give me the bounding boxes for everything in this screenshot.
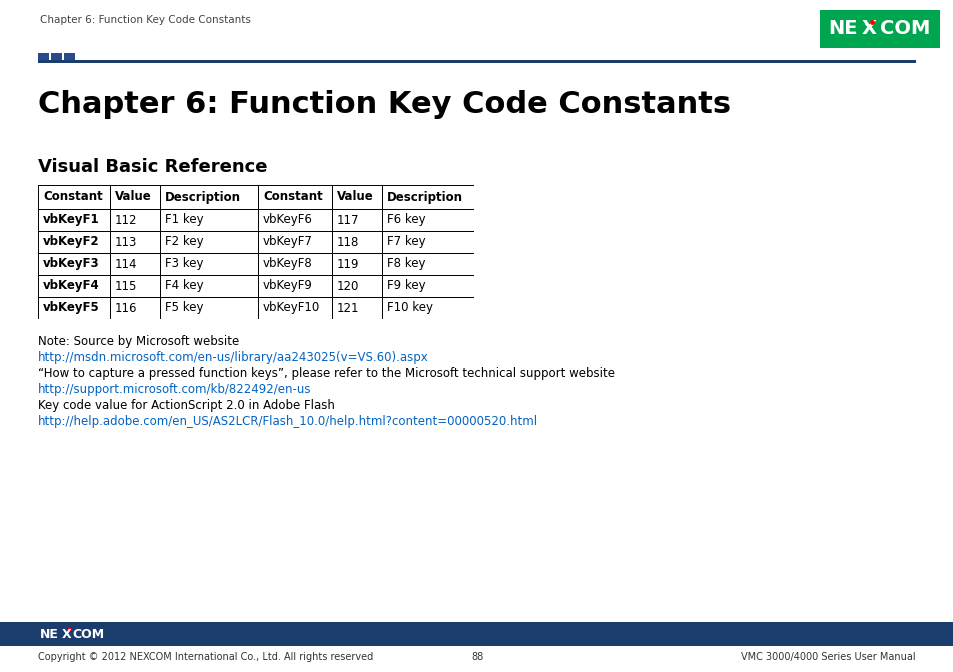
Text: COM: COM — [879, 19, 929, 38]
Text: 116: 116 — [115, 302, 137, 314]
Text: F4 key: F4 key — [165, 280, 203, 292]
Text: Key code value for ActionScript 2.0 in Adobe Flash: Key code value for ActionScript 2.0 in A… — [38, 399, 335, 412]
Text: Copyright © 2012 NEXCOM International Co., Ltd. All rights reserved: Copyright © 2012 NEXCOM International Co… — [38, 652, 373, 662]
Bar — [38, 231, 110, 253]
Text: http://support.microsoft.com/kb/822492/en-us: http://support.microsoft.com/kb/822492/e… — [38, 383, 312, 396]
Text: ✕: ✕ — [862, 22, 874, 36]
Bar — [332, 297, 381, 319]
Text: vbKeyF7: vbKeyF7 — [263, 235, 313, 249]
Bar — [381, 231, 474, 253]
Bar — [257, 297, 332, 319]
Text: Value: Value — [115, 190, 152, 204]
Text: 120: 120 — [336, 280, 359, 292]
Text: “How to capture a pressed function keys”, please refer to the Microsoft technica: “How to capture a pressed function keys”… — [38, 367, 615, 380]
Text: X: X — [862, 19, 876, 38]
Text: Visual Basic Reference: Visual Basic Reference — [38, 158, 267, 176]
Text: vbKeyF5: vbKeyF5 — [43, 302, 100, 314]
Text: F9 key: F9 key — [387, 280, 425, 292]
Bar — [381, 253, 474, 275]
Text: 119: 119 — [336, 257, 359, 271]
Bar — [381, 275, 474, 297]
Bar — [110, 209, 160, 231]
Text: Description: Description — [387, 190, 462, 204]
Text: vbKeyF3: vbKeyF3 — [43, 257, 99, 271]
Bar — [160, 231, 257, 253]
Text: 121: 121 — [336, 302, 359, 314]
Text: F8 key: F8 key — [387, 257, 425, 271]
Bar — [160, 209, 257, 231]
Text: Description: Description — [165, 190, 241, 204]
Bar — [160, 253, 257, 275]
Text: vbKeyF4: vbKeyF4 — [43, 280, 100, 292]
Text: vbKeyF1: vbKeyF1 — [43, 214, 99, 226]
Bar — [38, 185, 110, 209]
Text: VMC 3000/4000 Series User Manual: VMC 3000/4000 Series User Manual — [740, 652, 915, 662]
Text: vbKeyF2: vbKeyF2 — [43, 235, 99, 249]
Text: Constant: Constant — [43, 190, 103, 204]
Bar — [110, 231, 160, 253]
Text: X: X — [62, 628, 71, 640]
Text: F5 key: F5 key — [165, 302, 203, 314]
Text: Constant: Constant — [263, 190, 322, 204]
Bar — [257, 185, 332, 209]
Bar — [332, 231, 381, 253]
Text: COM: COM — [71, 628, 104, 640]
Text: F2 key: F2 key — [165, 235, 203, 249]
Text: vbKeyF6: vbKeyF6 — [263, 214, 313, 226]
Text: vbKeyF8: vbKeyF8 — [263, 257, 313, 271]
Bar — [38, 209, 110, 231]
Bar — [110, 297, 160, 319]
Bar — [38, 275, 110, 297]
Bar — [332, 275, 381, 297]
Bar — [332, 253, 381, 275]
Bar — [381, 209, 474, 231]
Text: F6 key: F6 key — [387, 214, 425, 226]
Text: 114: 114 — [115, 257, 137, 271]
Bar — [160, 297, 257, 319]
Bar — [110, 253, 160, 275]
Bar — [38, 297, 110, 319]
Text: http://msdn.microsoft.com/en-us/library/aa243025(v=VS.60).aspx: http://msdn.microsoft.com/en-us/library/… — [38, 351, 428, 364]
Bar — [38, 253, 110, 275]
Text: http://help.adobe.com/en_US/AS2LCR/Flash_10.0/help.html?content=00000520.html: http://help.adobe.com/en_US/AS2LCR/Flash… — [38, 415, 537, 428]
Bar — [381, 185, 474, 209]
Bar — [110, 275, 160, 297]
Text: Chapter 6: Function Key Code Constants: Chapter 6: Function Key Code Constants — [38, 90, 730, 119]
Text: Note: Source by Microsoft website: Note: Source by Microsoft website — [38, 335, 239, 348]
Text: vbKeyF9: vbKeyF9 — [263, 280, 313, 292]
Text: Value: Value — [336, 190, 374, 204]
Text: 115: 115 — [115, 280, 137, 292]
Bar — [160, 275, 257, 297]
Text: 118: 118 — [336, 235, 359, 249]
Bar — [160, 185, 257, 209]
Text: 113: 113 — [115, 235, 137, 249]
Text: F10 key: F10 key — [387, 302, 433, 314]
Text: F1 key: F1 key — [165, 214, 203, 226]
Bar — [257, 209, 332, 231]
Text: 88: 88 — [471, 652, 482, 662]
Bar — [332, 209, 381, 231]
Bar — [257, 231, 332, 253]
Bar — [257, 275, 332, 297]
Bar — [257, 253, 332, 275]
Text: Chapter 6: Function Key Code Constants: Chapter 6: Function Key Code Constants — [40, 15, 251, 25]
Bar — [332, 185, 381, 209]
Text: 112: 112 — [115, 214, 137, 226]
Text: NE: NE — [827, 19, 857, 38]
Text: F7 key: F7 key — [387, 235, 425, 249]
Text: NE: NE — [40, 628, 59, 640]
Text: vbKeyF10: vbKeyF10 — [263, 302, 320, 314]
Text: 117: 117 — [336, 214, 359, 226]
Text: F3 key: F3 key — [165, 257, 203, 271]
Bar — [110, 185, 160, 209]
Bar — [381, 297, 474, 319]
